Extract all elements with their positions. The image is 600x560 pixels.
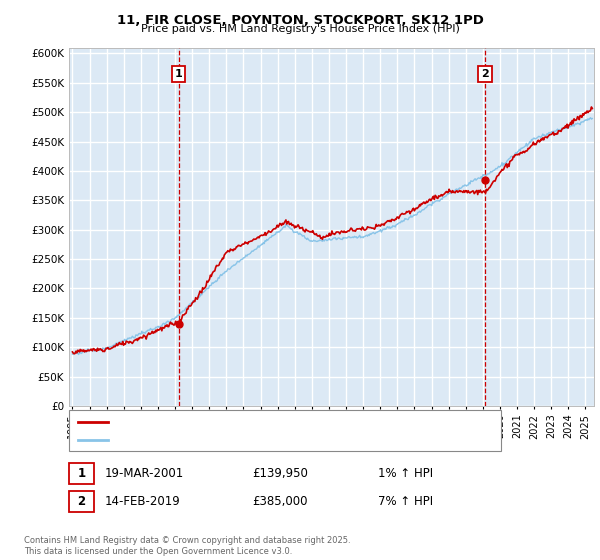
Text: 2: 2 [481,69,489,79]
Text: 2: 2 [77,494,86,508]
Text: Price paid vs. HM Land Registry's House Price Index (HPI): Price paid vs. HM Land Registry's House … [140,24,460,34]
Text: 1% ↑ HPI: 1% ↑ HPI [378,466,433,480]
Text: 11, FIR CLOSE, POYNTON, STOCKPORT, SK12 1PD (detached house): 11, FIR CLOSE, POYNTON, STOCKPORT, SK12 … [111,417,462,427]
Text: 11, FIR CLOSE, POYNTON, STOCKPORT, SK12 1PD: 11, FIR CLOSE, POYNTON, STOCKPORT, SK12 … [116,14,484,27]
Text: HPI: Average price, detached house, Cheshire East: HPI: Average price, detached house, Ches… [111,435,376,445]
Text: £385,000: £385,000 [252,494,308,508]
Text: 1: 1 [77,466,86,480]
Text: Contains HM Land Registry data © Crown copyright and database right 2025.
This d: Contains HM Land Registry data © Crown c… [24,536,350,556]
Text: £139,950: £139,950 [252,466,308,480]
Text: 7% ↑ HPI: 7% ↑ HPI [378,494,433,508]
Text: 1: 1 [175,69,182,79]
Text: 14-FEB-2019: 14-FEB-2019 [105,494,181,508]
Text: 19-MAR-2001: 19-MAR-2001 [105,466,184,480]
